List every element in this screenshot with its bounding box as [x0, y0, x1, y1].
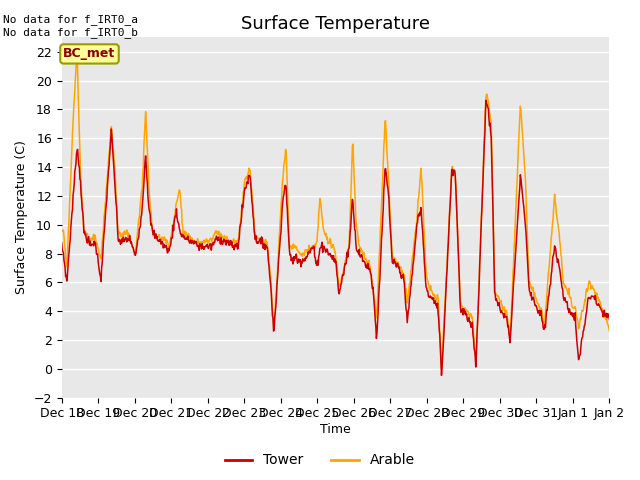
Tower — [482, 97, 490, 103]
Tower — [58, 240, 65, 246]
Title: Surface Temperature: Surface Temperature — [241, 15, 430, 33]
Line: Arable: Arable — [61, 49, 609, 368]
Arable — [438, 365, 445, 371]
Tower — [285, 240, 293, 246]
Tower — [579, 328, 587, 334]
Arable — [58, 228, 65, 234]
Arable — [588, 283, 596, 288]
Arable — [285, 246, 293, 252]
Tower — [84, 237, 92, 242]
Line: Tower: Tower — [61, 100, 609, 375]
Text: BC_met: BC_met — [63, 48, 116, 60]
Tower — [159, 245, 167, 251]
Tower — [438, 372, 445, 378]
Arable — [160, 237, 168, 242]
Tower — [605, 317, 613, 323]
Tower — [588, 293, 596, 299]
Arable — [84, 236, 92, 241]
Arable — [73, 47, 81, 52]
X-axis label: Time: Time — [320, 423, 351, 436]
Arable — [579, 308, 587, 314]
Arable — [605, 328, 613, 334]
Arable — [381, 120, 388, 125]
Legend: Tower, Arable: Tower, Arable — [219, 448, 421, 473]
Y-axis label: Surface Temperature (C): Surface Temperature (C) — [15, 141, 28, 294]
Tower — [381, 180, 388, 185]
Text: No data for f_IRT0_a
No data for f_IRT0_b: No data for f_IRT0_a No data for f_IRT0_… — [3, 14, 138, 38]
